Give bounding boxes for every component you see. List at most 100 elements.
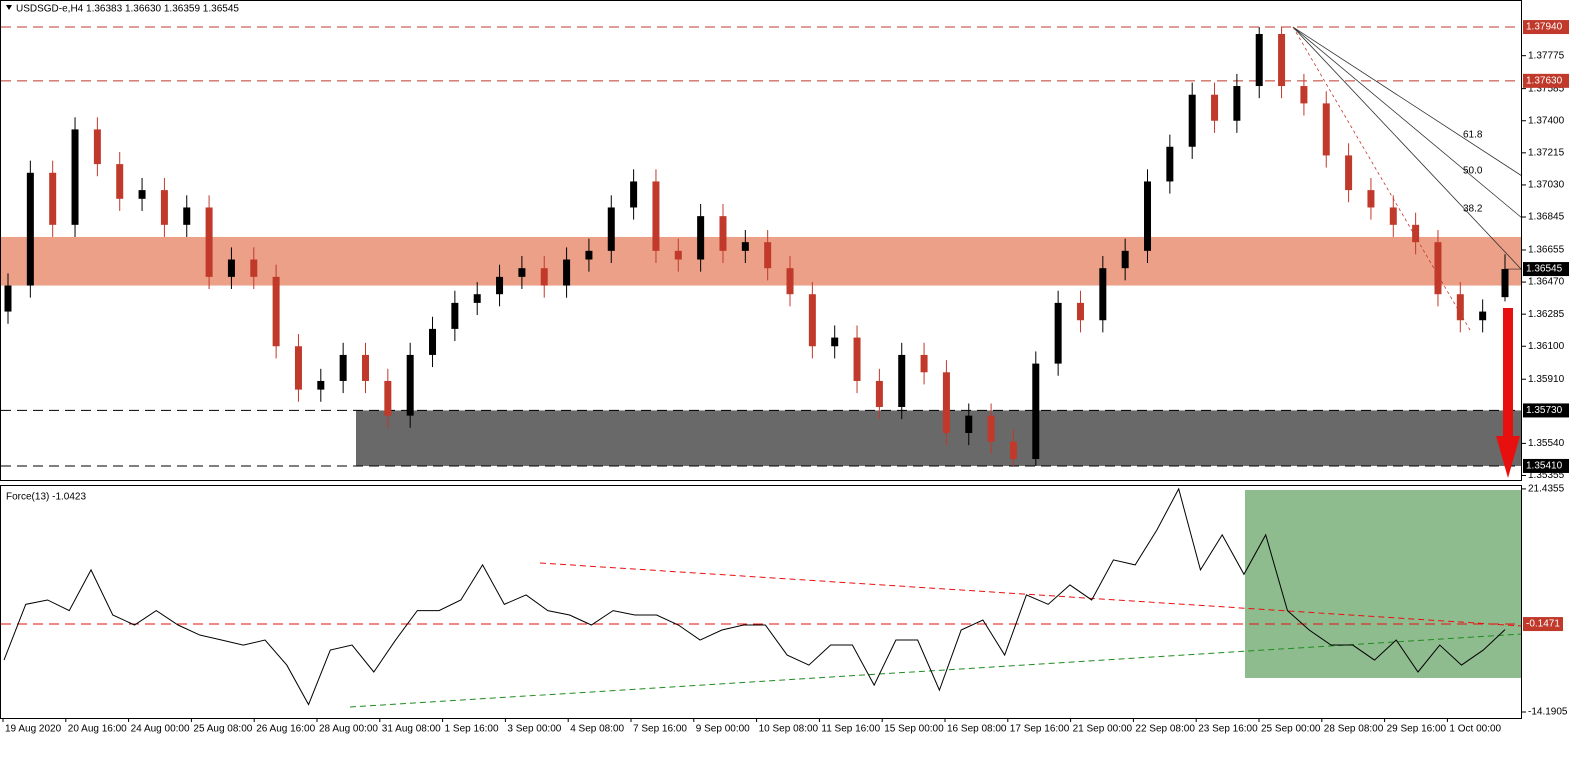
candle-body (272, 276, 280, 347)
y-tick-label: 1.37585 (1528, 83, 1565, 94)
support-zone (356, 410, 1522, 466)
candle-body (764, 242, 772, 269)
candle-body (1389, 207, 1397, 225)
x-tick-label: 23 Sep 16:00 (1198, 724, 1258, 735)
x-tick-label: 31 Aug 08:00 (382, 724, 441, 735)
candle-body (1032, 363, 1040, 460)
y-tick-label: 1.36100 (1528, 341, 1565, 352)
candle-body (49, 172, 57, 225)
candle-body (1121, 250, 1129, 269)
level-box (1523, 617, 1563, 632)
candle-body (160, 190, 168, 225)
candle-body (875, 380, 883, 407)
candle-body (1233, 86, 1241, 121)
y-tick-label: 1.36470 (1528, 277, 1565, 288)
candle-body (1322, 103, 1330, 156)
candle-body (384, 380, 392, 416)
candle-body (540, 268, 548, 286)
candle-body (93, 129, 101, 165)
arrow-shaft (1503, 308, 1513, 438)
candle-body (317, 380, 325, 390)
x-tick-label: 9 Sep 00:00 (696, 724, 750, 735)
candle-body (26, 172, 34, 286)
candle-body (942, 372, 950, 433)
candle-body (1345, 155, 1353, 191)
candle-body (674, 250, 682, 260)
candle-body (920, 354, 928, 373)
y-tick-label: 1.37775 (1528, 50, 1565, 61)
candle-body (1278, 34, 1286, 87)
y-tick-label: 21.4355 (1528, 484, 1565, 495)
fib-label: 61.8 (1463, 130, 1483, 141)
candle-body (808, 294, 816, 347)
x-tick-label: 22 Sep 08:00 (1135, 724, 1195, 735)
x-tick-label: 3 Sep 00:00 (507, 724, 561, 735)
force-frame (0, 485, 1522, 719)
candle-body (473, 294, 481, 303)
x-tick-label: 26 Aug 16:00 (256, 724, 315, 735)
candle-body (965, 415, 973, 433)
x-tick-label: 19 Aug 2020 (5, 724, 62, 735)
candle-body (652, 181, 660, 251)
candle-body (339, 354, 347, 381)
candle-body (1009, 441, 1017, 460)
candle-body (183, 207, 191, 225)
candle-body (518, 268, 526, 277)
level-label: 1.37630 (1526, 75, 1563, 86)
candle-body (250, 259, 258, 277)
arrow-head (1496, 436, 1520, 478)
candle-body (1255, 34, 1263, 87)
candle-body (697, 216, 705, 260)
candle-body (630, 181, 638, 208)
candle-body (1367, 190, 1375, 208)
x-tick-label: 24 Aug 00:00 (131, 724, 190, 735)
level-box (1523, 458, 1569, 473)
level-label: -0.1471 (1526, 619, 1560, 630)
y-tick-label: 1.36285 (1528, 309, 1565, 320)
candle-body (406, 354, 414, 416)
candle-body (4, 285, 12, 312)
x-tick-label: 28 Sep 08:00 (1324, 724, 1384, 735)
y-tick-label: 1.37030 (1528, 180, 1565, 191)
force-line (3, 487, 1506, 706)
y-tick-label: 1.36845 (1528, 212, 1565, 223)
y-tick-label: 1.35355 (1528, 470, 1565, 481)
y-tick-label: 1.37400 (1528, 115, 1565, 126)
candle-body (138, 190, 146, 199)
candle-body (1076, 302, 1084, 321)
y-tick-label: 1.36655 (1528, 245, 1565, 256)
fib-fan-line (1292, 26, 1523, 271)
candle-body (741, 242, 749, 251)
candle-body (71, 129, 79, 225)
candle-body (205, 207, 213, 277)
x-tick-label: 10 Sep 08:00 (759, 724, 819, 735)
candle-body (361, 354, 369, 381)
candle-body (496, 276, 504, 295)
candle-body (607, 207, 615, 251)
x-tick-label: 16 Sep 08:00 (947, 724, 1007, 735)
candle-body (1166, 146, 1174, 182)
x-tick-label: 15 Sep 00:00 (884, 724, 944, 735)
candle-body (987, 415, 995, 442)
x-tick-label: 25 Sep 00:00 (1261, 724, 1321, 735)
x-tick-label: 20 Aug 16:00 (68, 724, 127, 735)
last-price-box (1523, 262, 1569, 277)
level-box (1523, 20, 1569, 35)
y-tick-label: 1.35910 (1528, 374, 1565, 385)
trend-line (349, 633, 1523, 708)
candle-body (563, 259, 571, 286)
x-tick-label: 4 Sep 08:00 (570, 724, 624, 735)
last-price-label: 1.36545 (1526, 264, 1563, 275)
candle-body (1412, 224, 1420, 243)
fib-label: 50.0 (1463, 166, 1483, 177)
candle-body (1099, 268, 1107, 321)
menu-triangle (6, 5, 12, 10)
candle-body (429, 328, 437, 355)
candle-body (227, 259, 235, 277)
candle-body (451, 302, 459, 329)
symbol-header: USDSGD-e,H4 1.36383 1.36630 1.36359 1.36… (16, 4, 239, 15)
fib-fan-line (1292, 26, 1523, 177)
candle-body (1188, 94, 1196, 147)
candle-body (898, 354, 906, 407)
